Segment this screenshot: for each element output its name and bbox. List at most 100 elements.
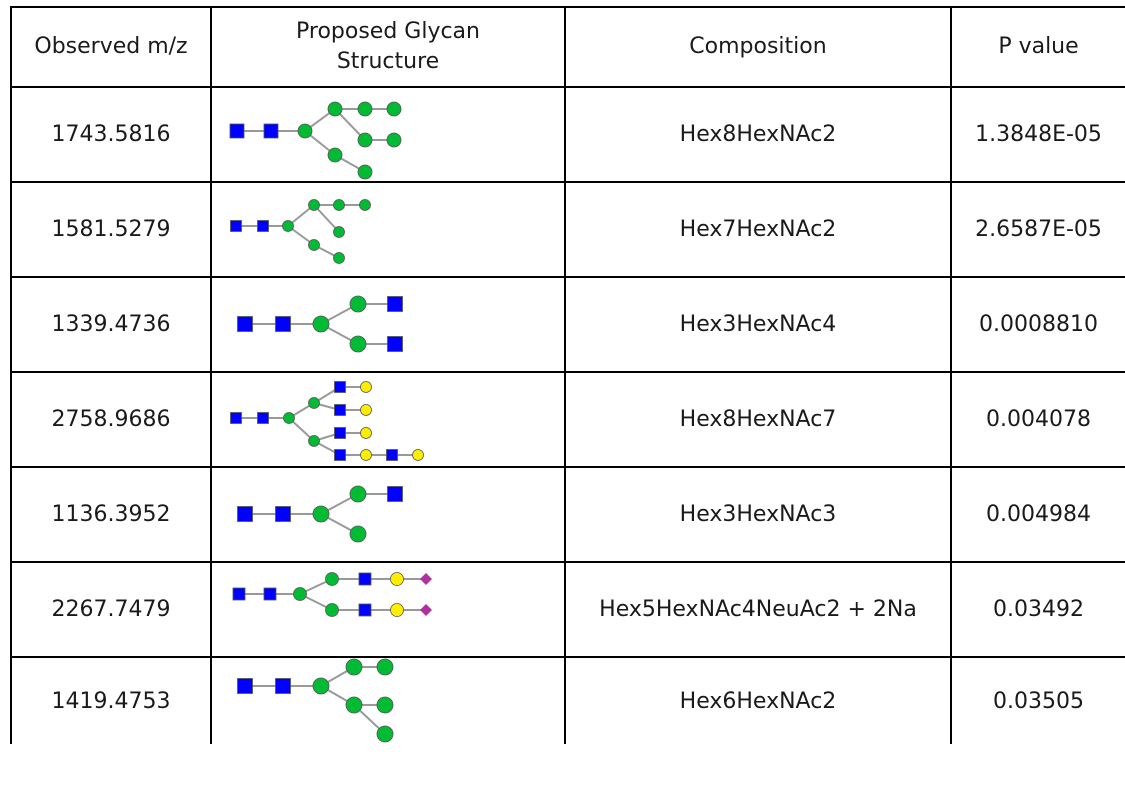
glcnac-square-icon xyxy=(230,220,242,232)
table-row: 2758.9686 Hex8HexNAc7 0.004078 xyxy=(10,371,1125,468)
header-row: Observed m/z Proposed Glycan Structure C… xyxy=(10,6,1125,88)
table-row: 2267.7479 Hex5HexNAc4NeuAc2 + 2Na 0.0349… xyxy=(10,561,1125,658)
header-observed-mz: Observed m/z xyxy=(10,6,212,88)
mannose-circle-icon xyxy=(376,696,394,714)
table-row: 1136.3952 Hex3HexNAc3 0.004984 xyxy=(10,466,1125,563)
glycan-high-mannose-man8-icon xyxy=(229,101,402,180)
glcnac-square-icon xyxy=(263,123,279,139)
header-composition: Composition xyxy=(564,6,952,88)
mannose-circle-icon xyxy=(312,505,330,523)
linkage-line xyxy=(313,204,340,233)
glycan-high-mannose-man6-icon xyxy=(237,658,394,743)
p-value-cell: 0.03505 xyxy=(950,656,1125,744)
header-p-value: P value xyxy=(950,6,1125,88)
structure-cell xyxy=(210,561,566,658)
glcnac-square-icon xyxy=(358,603,372,617)
structure-cell xyxy=(210,466,566,563)
mannose-circle-icon xyxy=(308,199,320,211)
mannose-circle-icon xyxy=(376,725,394,743)
p-value-cell: 2.6587E-05 xyxy=(950,181,1125,278)
mannose-circle-icon xyxy=(386,101,402,117)
mannose-circle-icon xyxy=(308,435,320,447)
table-row: 1419.4753 Hex6HexNAc2 0.03505 xyxy=(10,656,1125,744)
composition-cell: Hex3HexNAc4 xyxy=(564,276,952,373)
glcnac-square-icon xyxy=(230,412,242,424)
glycan-tetraantennary-icon xyxy=(230,381,424,461)
mannose-circle-icon xyxy=(349,485,367,503)
glcnac-square-icon xyxy=(386,449,398,461)
glcnac-square-icon xyxy=(387,486,403,502)
p-value-cell: 1.3848E-05 xyxy=(950,86,1125,183)
mannose-circle-icon xyxy=(386,132,402,148)
mannose-circle-icon xyxy=(333,199,345,211)
glcnac-square-icon xyxy=(387,336,403,352)
p-value-cell: 0.03492 xyxy=(950,561,1125,658)
mannose-circle-icon xyxy=(349,335,367,353)
glycan-agalacto-biantennary-icon xyxy=(237,295,403,353)
composition-cell: Hex7HexNAc2 xyxy=(564,181,952,278)
structure-cell xyxy=(210,656,566,744)
glcnac-square-icon xyxy=(358,572,372,586)
mannose-circle-icon xyxy=(312,315,330,333)
mannose-circle-icon xyxy=(308,397,320,409)
glcnac-square-icon xyxy=(257,412,269,424)
structure-cell xyxy=(210,276,566,373)
glcnac-square-icon xyxy=(334,404,346,416)
structure-cell xyxy=(210,86,566,183)
mannose-circle-icon xyxy=(376,658,394,676)
galactose-circle-icon xyxy=(412,449,424,461)
mannose-circle-icon xyxy=(327,147,343,163)
composition-cell: Hex5HexNAc4NeuAc2 + 2Na xyxy=(564,561,952,658)
mannose-circle-icon xyxy=(327,101,343,117)
glycan-disialylated-biantennary-icon xyxy=(232,572,432,617)
mannose-circle-icon xyxy=(349,525,367,543)
glcnac-square-icon xyxy=(237,506,253,522)
glcnac-square-icon xyxy=(237,316,253,332)
glycan-table: Observed m/z Proposed Glycan Structure C… xyxy=(10,6,1125,744)
mannose-circle-icon xyxy=(357,164,373,180)
glcnac-square-icon xyxy=(275,506,291,522)
observed-mz-cell: 2267.7479 xyxy=(10,561,212,658)
galactose-circle-icon xyxy=(390,572,404,586)
composition-cell: Hex8HexNAc2 xyxy=(564,86,952,183)
observed-mz-cell: 2758.9686 xyxy=(10,371,212,468)
structure-cell xyxy=(210,371,566,468)
mannose-circle-icon xyxy=(359,199,371,211)
mannose-circle-icon xyxy=(325,572,339,586)
mannose-circle-icon xyxy=(283,412,295,424)
mannose-circle-icon xyxy=(333,252,345,264)
mannose-circle-icon xyxy=(357,132,373,148)
mannose-circle-icon xyxy=(312,677,330,695)
glcnac-square-icon xyxy=(334,381,346,393)
galactose-circle-icon xyxy=(360,404,372,416)
composition-cell: Hex3HexNAc3 xyxy=(564,466,952,563)
glcnac-square-icon xyxy=(237,678,253,694)
mannose-circle-icon xyxy=(308,239,320,251)
glcnac-square-icon xyxy=(229,123,245,139)
observed-mz-cell: 1743.5816 xyxy=(10,86,212,183)
galactose-circle-icon xyxy=(360,427,372,439)
observed-mz-cell: 1581.5279 xyxy=(10,181,212,278)
glcnac-square-icon xyxy=(275,316,291,332)
glycan-hybrid-monoantennary-icon xyxy=(237,485,403,543)
p-value-cell: 0.004078 xyxy=(950,371,1125,468)
mannose-circle-icon xyxy=(297,123,313,139)
p-value-cell: 0.004984 xyxy=(950,466,1125,563)
glcnac-square-icon xyxy=(334,449,346,461)
neuac-diamond-icon xyxy=(420,604,432,616)
neuac-diamond-icon xyxy=(420,573,432,585)
structure-cell xyxy=(210,181,566,278)
galactose-circle-icon xyxy=(390,603,404,617)
glcnac-square-icon xyxy=(257,220,269,232)
composition-cell: Hex8HexNAc7 xyxy=(564,371,952,468)
observed-mz-cell: 1419.4753 xyxy=(10,656,212,744)
mannose-circle-icon xyxy=(345,658,363,676)
table-row: 1743.5816 Hex8HexNAc2 1.3848E-05 xyxy=(10,86,1125,183)
header-proposed-structure: Proposed Glycan Structure xyxy=(210,6,566,88)
glcnac-square-icon xyxy=(263,587,277,601)
header-structure-text: Proposed Glycan Structure xyxy=(296,19,480,74)
mannose-circle-icon xyxy=(357,101,373,117)
glcnac-square-icon xyxy=(275,678,291,694)
mannose-circle-icon xyxy=(282,220,294,232)
glcnac-square-icon xyxy=(232,587,246,601)
